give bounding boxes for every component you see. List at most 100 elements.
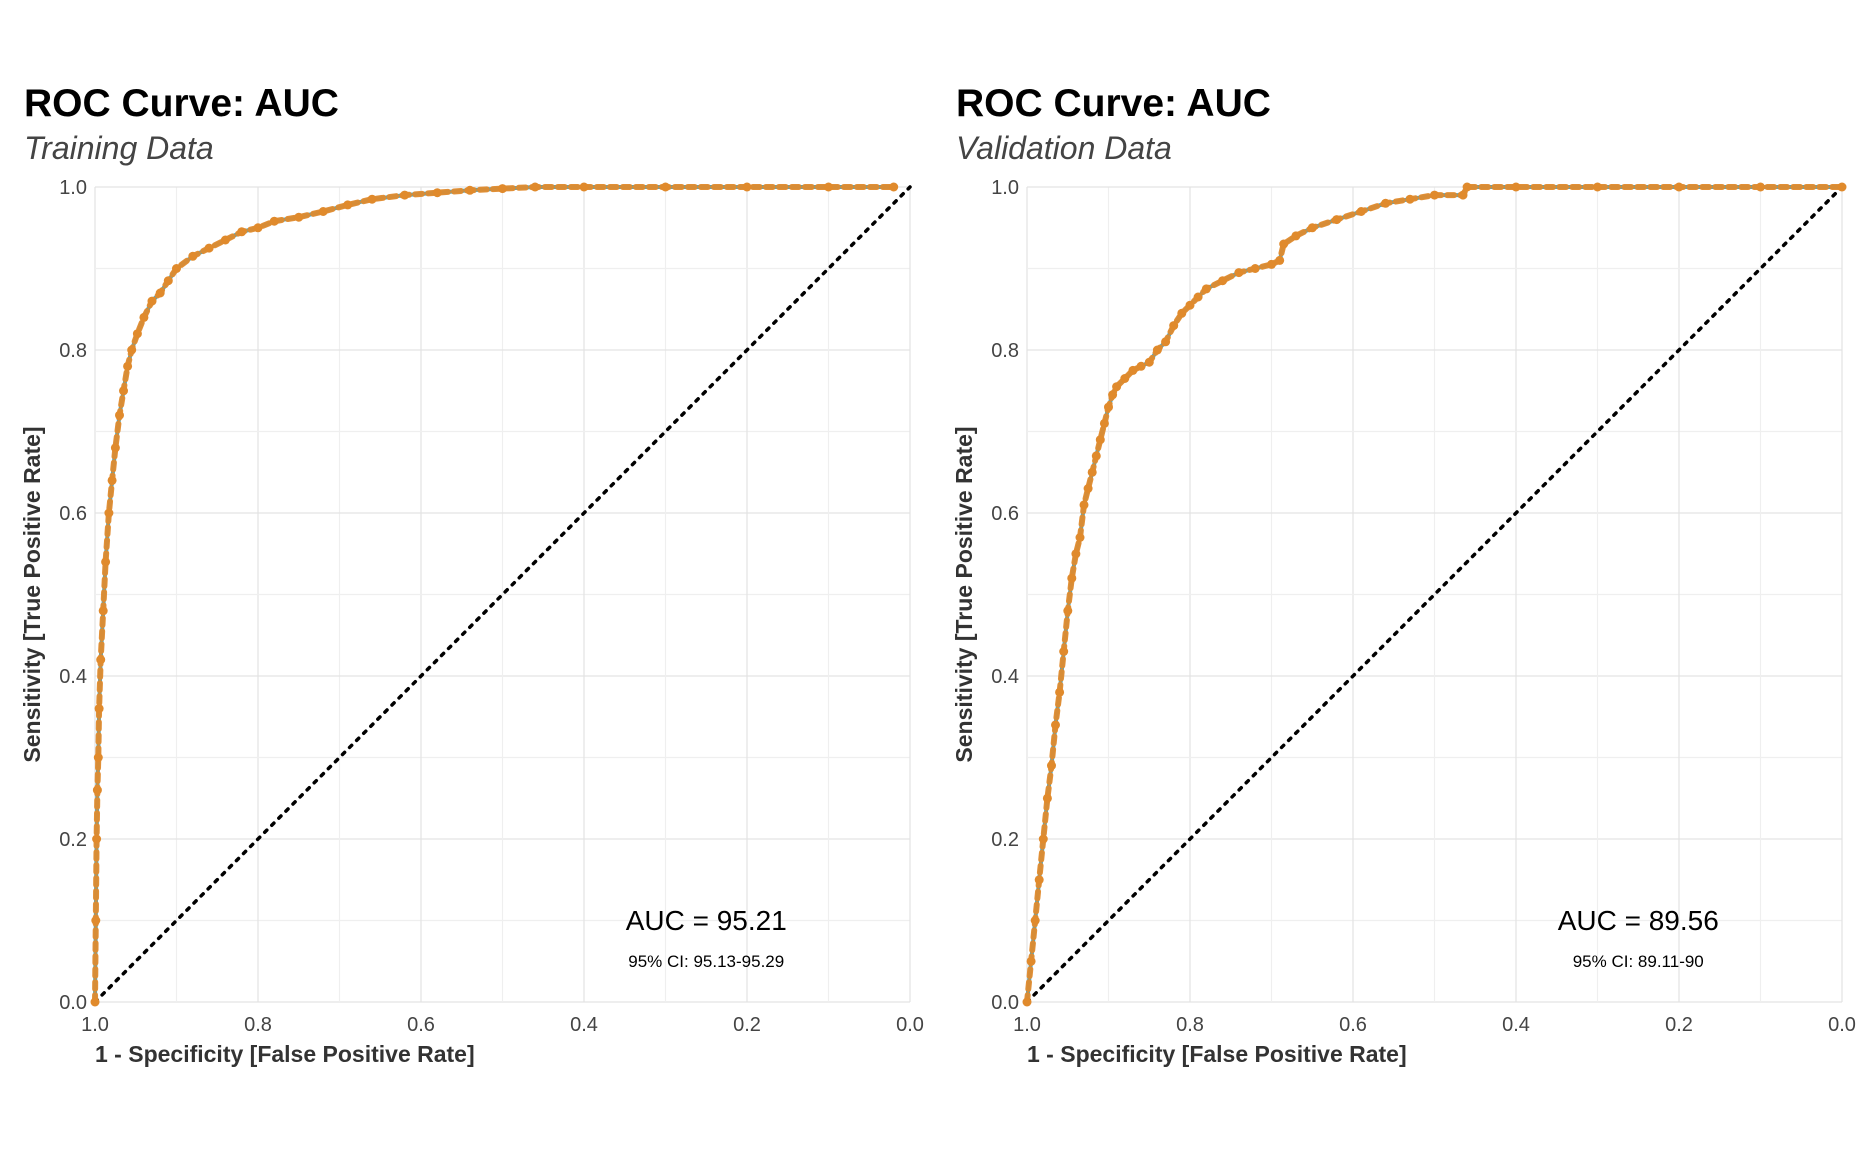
y-axis-title: Sensitivity [True Positive Rate] (19, 426, 45, 762)
roc-point (123, 361, 133, 371)
x-tick-label: 0.0 (896, 1014, 924, 1036)
roc-point (1291, 231, 1301, 241)
roc-point (1022, 997, 1032, 1007)
roc-point (889, 182, 899, 192)
roc-point (1095, 435, 1105, 445)
roc-point (661, 182, 670, 192)
roc-point (1087, 467, 1097, 477)
roc-point (432, 188, 442, 198)
roc-point (1458, 190, 1468, 200)
roc-point (1275, 255, 1285, 265)
y-tick-label: 1.0 (59, 177, 87, 199)
y-tick-label: 0.4 (59, 666, 87, 688)
roc-point (1108, 390, 1118, 400)
roc-point (530, 182, 540, 192)
roc-point (1063, 606, 1073, 616)
y-tick-label: 0.0 (59, 992, 87, 1014)
roc-point (90, 997, 100, 1007)
roc-point (1161, 337, 1171, 347)
roc-point (1030, 916, 1040, 925)
roc-point (1837, 182, 1847, 192)
roc-curve-point-band (92, 184, 897, 1005)
x-tick-label: 0.8 (1176, 1014, 1204, 1036)
roc-point (98, 606, 108, 616)
roc-point (1120, 374, 1130, 383)
x-tick-label: 0.8 (244, 1014, 272, 1036)
roc-point (1169, 321, 1179, 331)
roc-point (155, 288, 165, 298)
roc-point (107, 475, 117, 485)
x-tick-label: 0.0 (1828, 1014, 1856, 1036)
auc-annotation: AUC = 95.21 (626, 905, 787, 936)
x-tick-label: 1.0 (1013, 1014, 1041, 1036)
roc-point (1112, 382, 1122, 392)
chart-title: ROC Curve: AUC (956, 82, 1271, 125)
roc-plot-training: 1.0 0.8 0.6 0.4 0.2 0.0 0.0 0.2 0.4 0.6 0.8 1.0 1 - … (19, 177, 924, 1067)
x-tick-label: 0.6 (1339, 1014, 1367, 1036)
roc-point (1462, 182, 1472, 192)
roc-point (1042, 793, 1052, 803)
roc-point (367, 194, 377, 204)
roc-point (579, 182, 589, 192)
chart-subtitle: Validation Data (956, 130, 1172, 166)
roc-point (163, 276, 173, 286)
roc-point (1055, 687, 1065, 697)
roc-point (1218, 276, 1228, 286)
roc-point (1177, 308, 1187, 318)
roc-point (1067, 573, 1077, 583)
x-tick-label: 0.2 (1665, 1014, 1693, 1036)
roc-point (269, 216, 279, 226)
roc-point (1091, 451, 1101, 461)
roc-point (1405, 194, 1415, 204)
y-tick-label: 0.6 (991, 503, 1019, 525)
roc-point (91, 916, 101, 925)
roc-point (110, 443, 120, 453)
x-tick-label: 1.0 (81, 1014, 109, 1036)
roc-point (1185, 300, 1195, 310)
roc-point (1356, 207, 1366, 216)
roc-panel-validation: ROC Curve: AUC Validation Data 1.0 0.8 0.6… (932, 0, 1863, 1152)
diagonal-reference-line (1025, 185, 1844, 1004)
y-tick-label: 0.2 (59, 829, 87, 851)
roc-point (1059, 647, 1069, 656)
y-tick-label: 1.0 (991, 177, 1019, 199)
y-axis-title: Sensitivity [True Positive Rate] (951, 426, 977, 762)
roc-point (1279, 239, 1289, 249)
y-tick-label: 0.8 (991, 340, 1019, 362)
roc-point (1332, 215, 1342, 225)
roc-point (1511, 182, 1521, 192)
diagonal-reference-line (93, 185, 912, 1004)
x-tick-label: 0.2 (733, 1014, 761, 1036)
roc-point (318, 207, 328, 216)
roc-point (104, 508, 114, 518)
roc-point (1083, 484, 1093, 493)
roc-point (1267, 259, 1276, 269)
x-tick-label: 0.6 (407, 1014, 435, 1036)
roc-point (94, 704, 104, 714)
roc-point (237, 227, 247, 237)
roc-point (93, 753, 103, 762)
y-tick-label: 0.4 (991, 666, 1019, 688)
roc-point (400, 190, 410, 200)
x-axis-title: 1 - Specificity [False Positive Rate] (95, 1041, 475, 1067)
roc-point (1152, 345, 1162, 355)
roc-point (172, 264, 181, 273)
roc-point (465, 185, 475, 195)
roc-point (1136, 361, 1146, 371)
y-tick-label: 0.2 (991, 829, 1019, 851)
roc-point (498, 184, 507, 194)
roc-point (1430, 190, 1439, 200)
roc-point (204, 243, 214, 253)
roc-point (96, 655, 106, 665)
roc-point (1250, 264, 1260, 273)
y-tick-label: 0.0 (991, 992, 1019, 1014)
roc-plot-validation: 1.0 0.8 0.6 0.4 0.2 0.0 0.0 0.2 0.4 0.6 0.8 1.0 1 - … (951, 177, 1856, 1067)
roc-point (824, 182, 833, 192)
x-axis-title: 1 - Specificity [False Positive Rate] (1027, 1041, 1407, 1067)
roc-point (1099, 418, 1109, 428)
roc-point (1128, 365, 1138, 375)
y-tick-label: 0.8 (59, 340, 87, 362)
chart-subtitle: Training Data (24, 130, 214, 166)
roc-point (1104, 402, 1113, 412)
roc-point (742, 182, 752, 192)
